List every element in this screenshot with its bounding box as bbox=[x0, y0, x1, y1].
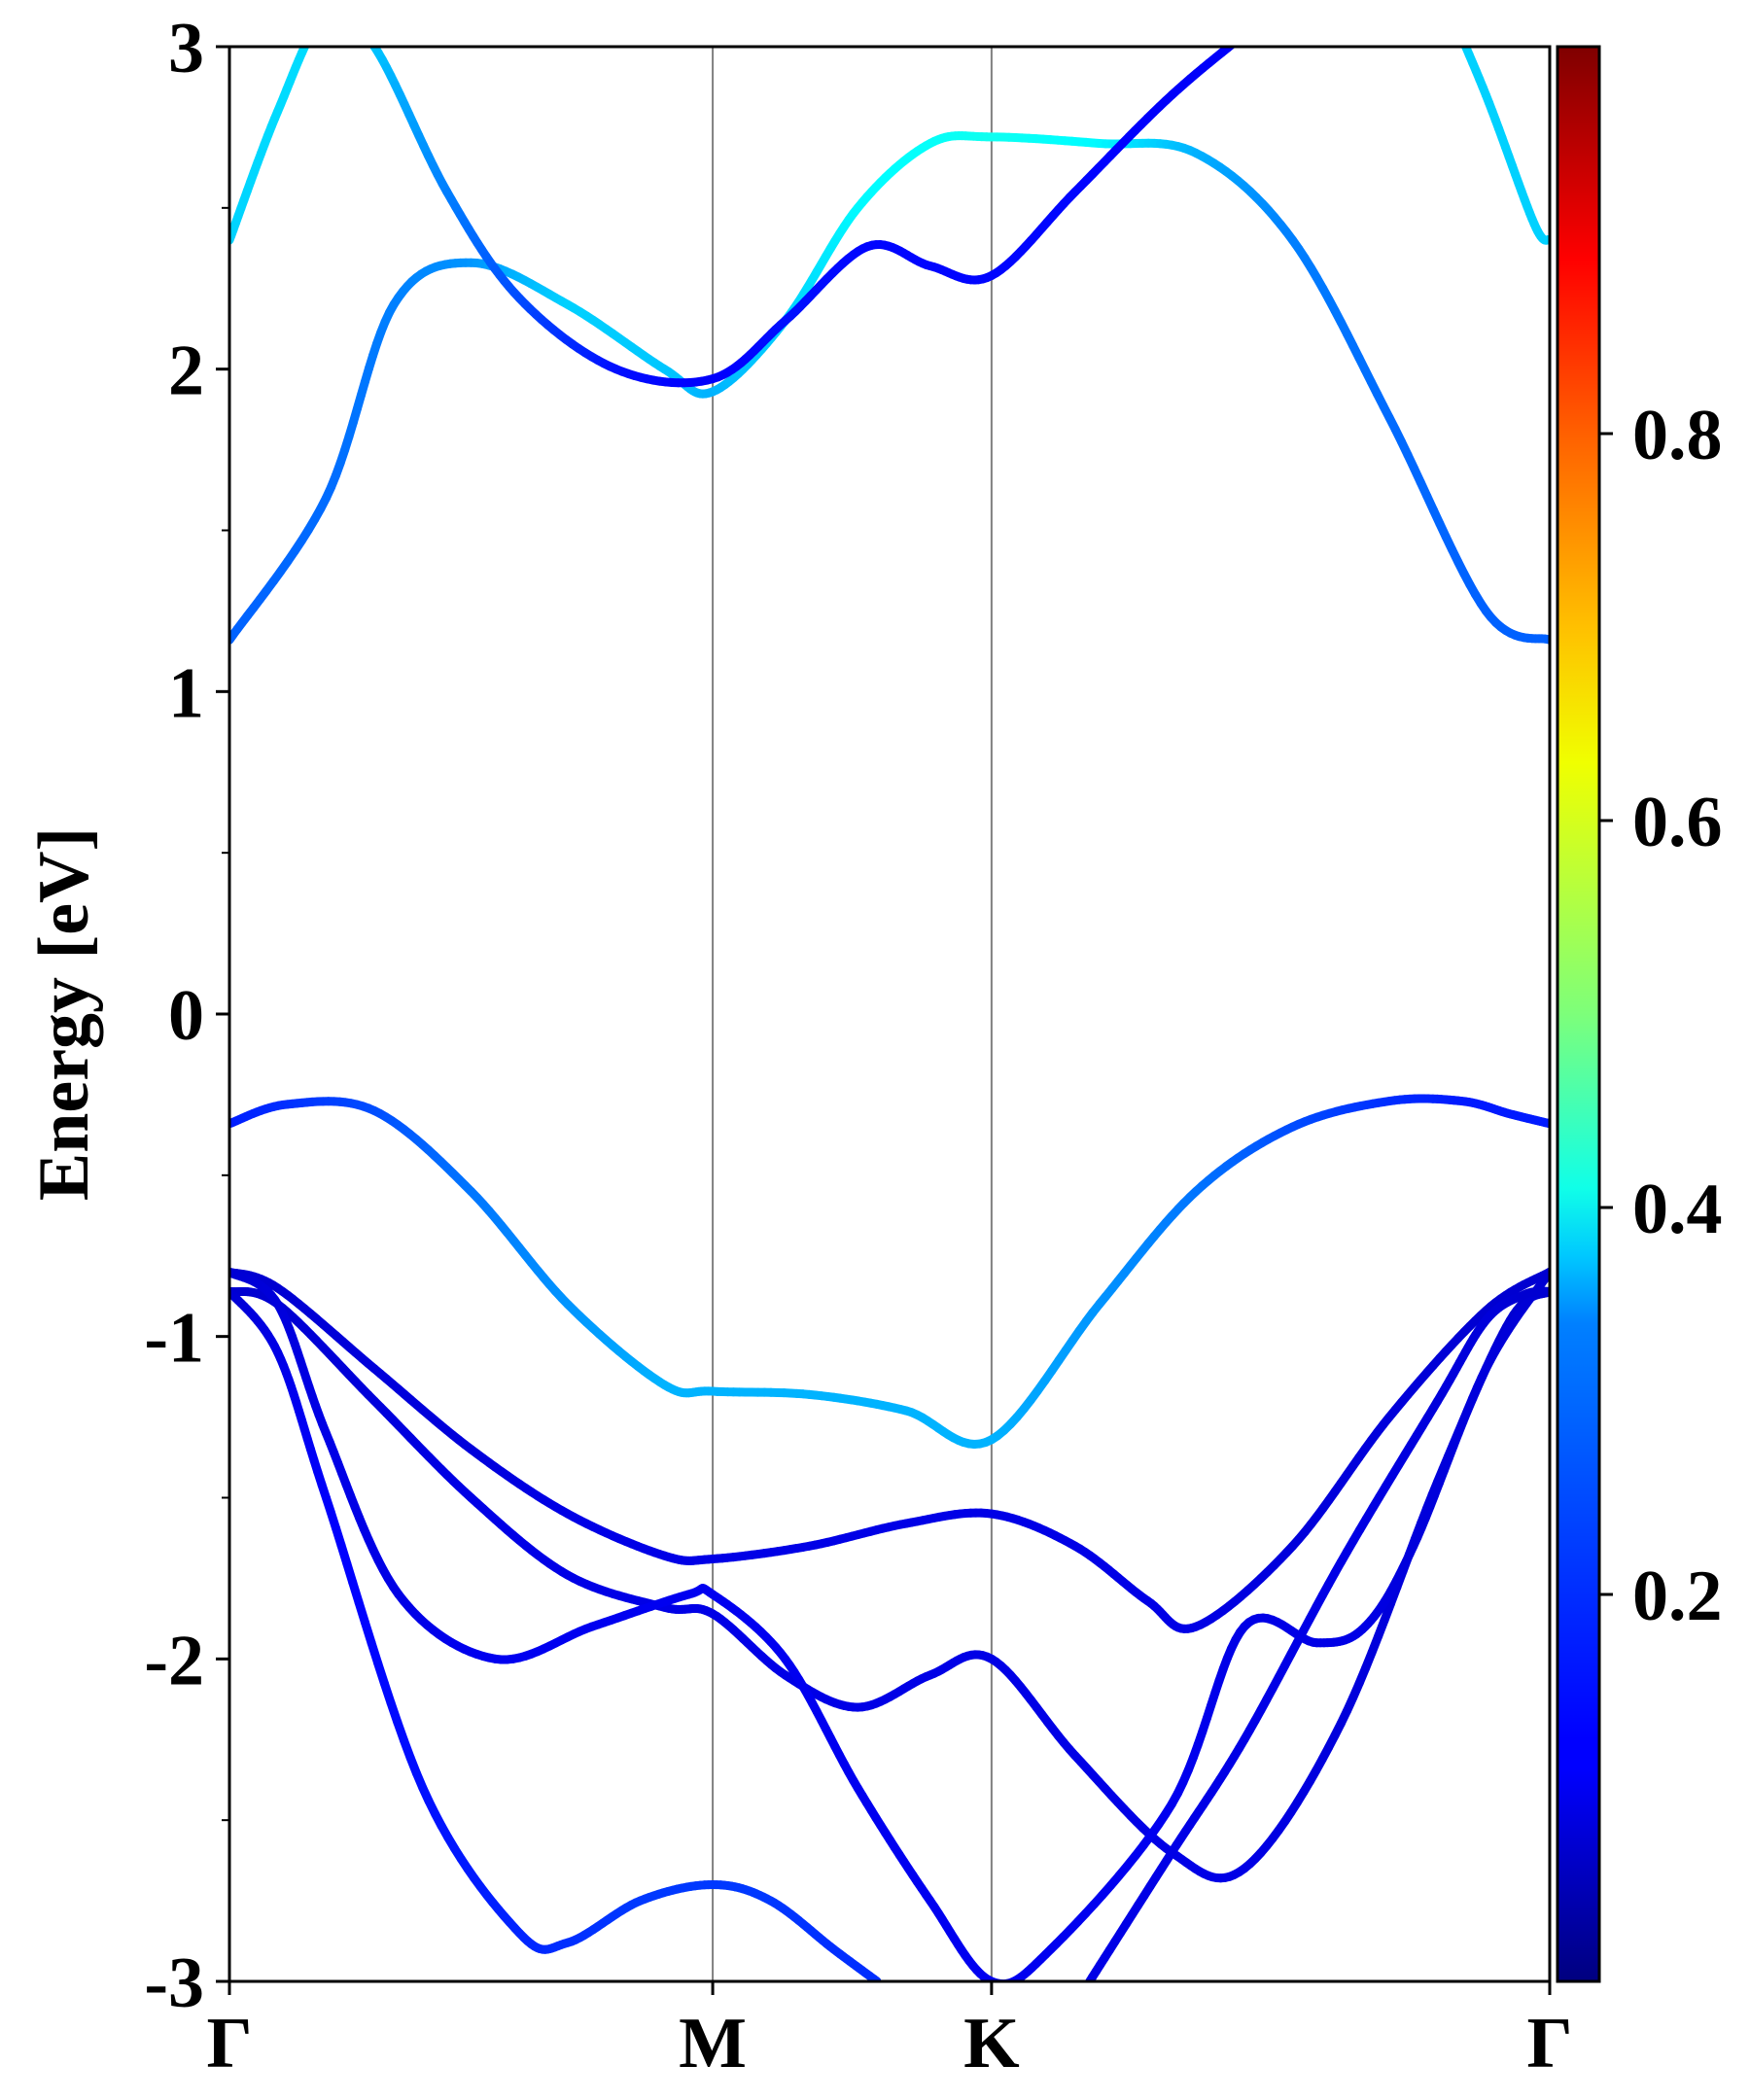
band-segment bbox=[364, 32, 367, 37]
band-segment bbox=[1240, 33, 1245, 38]
band-segment bbox=[1269, 10, 1274, 15]
colorbar-tick-label: 0.6 bbox=[1632, 783, 1723, 862]
colorbar-tick-label: 0.8 bbox=[1632, 396, 1723, 475]
band-segment bbox=[355, 20, 358, 23]
x-tick-label: Γ bbox=[206, 2004, 252, 2083]
colorbar-ticks: 0.2 0.4 0.6 0.8 bbox=[1599, 396, 1723, 1636]
y-tick-label: 0 bbox=[168, 976, 204, 1056]
band-segment bbox=[1279, 0, 1285, 5]
band-segment bbox=[1257, 19, 1263, 24]
band-segment bbox=[1447, 2, 1450, 9]
bands bbox=[229, 0, 1550, 1981]
band-segment bbox=[1252, 23, 1258, 28]
colorbar: 0.2 0.4 0.6 0.8 bbox=[1556, 45, 1723, 1983]
band-segment bbox=[340, 12, 343, 13]
band-c3 bbox=[1444, 0, 1550, 245]
y-tick-label: -2 bbox=[144, 1621, 204, 1700]
colorbar-tick-label: 0.2 bbox=[1632, 1557, 1723, 1636]
high-symmetry-lines bbox=[712, 47, 993, 1981]
band-segment bbox=[332, 11, 334, 12]
band-segment bbox=[320, 17, 323, 19]
band-segment bbox=[300, 47, 310, 51]
y-tick-label: 1 bbox=[168, 653, 204, 733]
band-c2 bbox=[229, 0, 1285, 388]
band-segment bbox=[1450, 9, 1452, 16]
colorbar-tick-label: 0.4 bbox=[1632, 1170, 1723, 1249]
y-tick-label: -3 bbox=[144, 1943, 204, 2023]
x-tick-label: K bbox=[963, 2004, 1020, 2083]
band-segment bbox=[361, 27, 364, 31]
band-segment bbox=[343, 12, 346, 13]
band-segment bbox=[358, 24, 361, 28]
band-c1 bbox=[229, 131, 1550, 645]
band-segment bbox=[329, 12, 332, 13]
x-tick-label: M bbox=[679, 2004, 747, 2083]
band-segment bbox=[317, 20, 320, 24]
band-v5 bbox=[229, 1286, 882, 1981]
band-segment bbox=[1444, 0, 1447, 2]
band-segment bbox=[323, 15, 326, 18]
band-segment bbox=[1458, 30, 1462, 38]
band-segment bbox=[346, 14, 349, 16]
band-segment bbox=[311, 29, 314, 34]
band-v1 bbox=[229, 1094, 1550, 1449]
colorbar-gradient bbox=[1556, 45, 1601, 1983]
band-segment bbox=[308, 34, 311, 40]
band-segment bbox=[1246, 28, 1252, 33]
y-axis-label: Energy [eV] bbox=[24, 827, 104, 1201]
x-tick-label: Γ bbox=[1526, 2004, 1572, 2083]
band-v2 bbox=[229, 1267, 1550, 1633]
band-segment bbox=[1232, 47, 1237, 48]
band-v4 bbox=[229, 1267, 1550, 1981]
band-v6 bbox=[1085, 1286, 1550, 1981]
band-segment bbox=[1452, 16, 1455, 23]
y-tick-label: 2 bbox=[168, 332, 204, 411]
y-tick-label: -1 bbox=[144, 1299, 204, 1379]
band-segment bbox=[1274, 5, 1279, 10]
band-segment bbox=[1263, 15, 1269, 19]
y-tick-label: 3 bbox=[168, 9, 204, 88]
band-segment bbox=[352, 18, 355, 20]
y-axis: 3 2 1 0 -1 -2 -3 bbox=[144, 9, 229, 2023]
band-segment bbox=[368, 36, 371, 41]
band-segment bbox=[314, 24, 317, 29]
band-segment bbox=[1455, 23, 1458, 31]
band-segment bbox=[326, 13, 329, 15]
band-segment bbox=[349, 16, 352, 18]
